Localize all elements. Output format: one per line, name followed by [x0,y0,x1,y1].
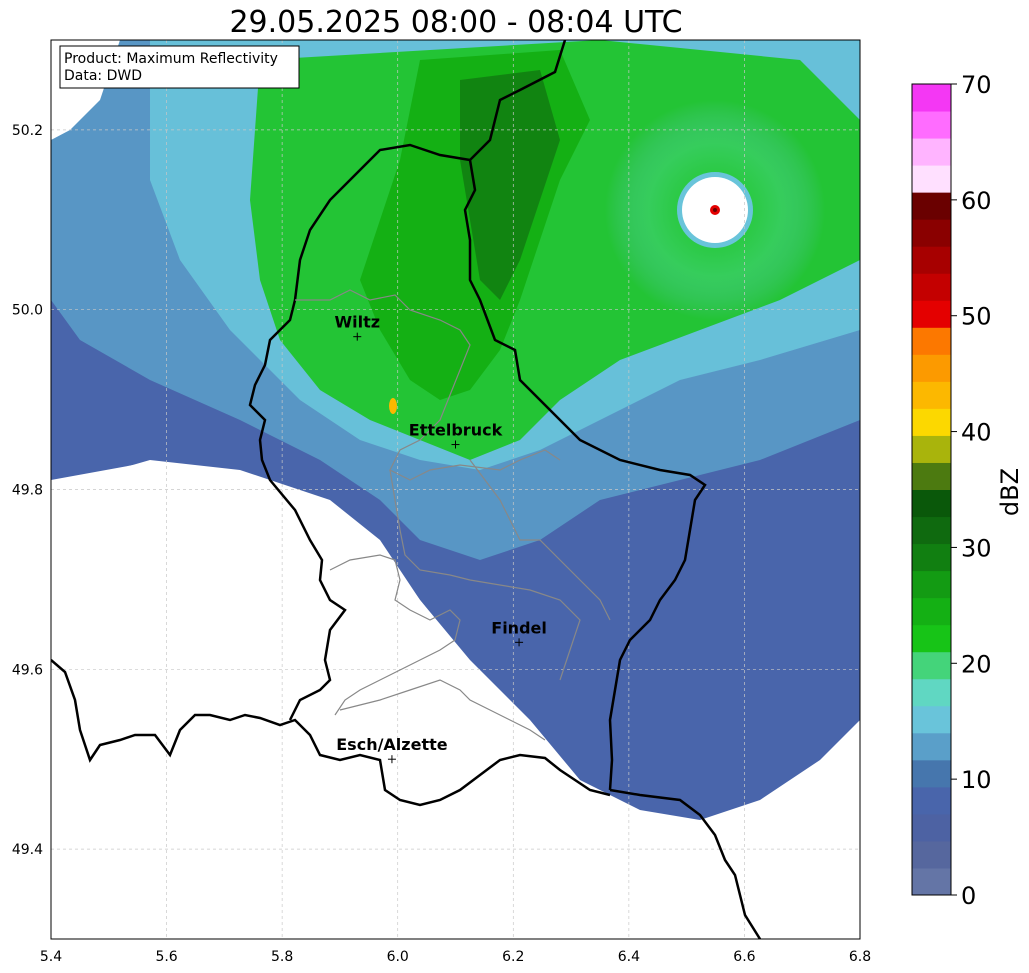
colorbar-swatch [912,840,951,869]
map-area: Wiltz Ettelbruck Findel Esch/Alzette [51,40,860,939]
colorbar-swatch [912,246,951,274]
city-label: Esch/Alzette [336,735,448,754]
colorbar-tick-label: 70 [961,71,992,99]
colorbar-swatch [912,759,951,788]
colorbar-frame [911,83,952,896]
city-label: Ettelbruck [409,421,503,440]
info-product: Product: Maximum Reflectivity [64,51,278,67]
colorbar-tick-label: 50 [961,303,992,331]
map-frame [50,39,861,940]
info-box: Product: Maximum Reflectivity Data: DWD [59,45,300,89]
y-tick-label: 49.4 [12,842,43,858]
colorbar-tick-label: 40 [961,419,992,447]
colorbar-swatch [912,462,951,490]
x-tick-label: 5.6 [155,949,177,965]
x-tick-label: 5.4 [40,949,62,965]
colorbar-tick-label: 0 [961,882,976,910]
x-axis: 5.4 5.6 5.8 6.0 6.2 6.4 6.6 6.8 [40,949,871,965]
admin-boundaries [295,289,611,741]
city-markers: Wiltz Ettelbruck Findel Esch/Alzette [334,313,547,764]
colorbar-swatch [912,705,951,734]
colorbar-swatch [912,678,951,707]
x-tick-label: 6.2 [502,949,524,965]
colorbar-swatch [912,597,951,626]
colorbar-swatch [912,651,951,680]
colorbar-swatch [912,786,951,815]
colorbar-tick-label: 30 [961,534,992,562]
colorbar-swatch [912,327,951,355]
city-label: Wiltz [334,313,380,332]
colorbar-swatch [912,354,951,382]
colorbar-label: dBZ [996,468,1024,516]
colorbar-swatch [912,813,951,842]
x-tick-label: 6.6 [733,949,755,965]
colorbar-tick-label: 20 [961,650,992,678]
colorbar-swatch [912,165,951,193]
colorbar-swatch [912,489,951,518]
colorbar-swatch [912,219,951,247]
colorbar-swatch [912,300,951,328]
colorbar-swatch [912,435,951,463]
colorbar-swatch [912,138,951,166]
colorbar-swatch [912,111,951,139]
reflectivity-field [51,40,860,939]
colorbar-tick-label: 60 [961,187,992,215]
colorbar-swatch [912,381,951,409]
city-marker: Findel [491,618,547,647]
colorbar-swatch [912,273,951,301]
colorbar: 0 10 20 30 40 50 60 70 [911,71,992,910]
city-marker: Esch/Alzette [336,735,448,764]
grid-lines [51,40,860,939]
y-tick-label: 49.8 [12,483,43,499]
country-borders [51,40,762,939]
colorbar-swatch [912,867,951,896]
colorbar-swatch [912,624,951,653]
y-axis: 50.2 50.0 49.8 49.6 49.4 [12,123,43,858]
x-tick-label: 6.0 [387,949,409,965]
chart-title: 29.05.2025 08:00 - 08:04 UTC [229,5,682,40]
info-data-source: Data: DWD [64,68,142,84]
colorbar-tick-label: 10 [961,766,992,794]
colorbar-swatch [912,732,951,761]
x-tick-label: 6.8 [849,949,871,965]
city-marker: Wiltz [334,313,380,341]
colorbar-swatch [912,543,951,572]
y-tick-label: 50.2 [12,123,43,139]
city-label: Findel [491,618,547,637]
colorbar-swatch [912,408,951,436]
colorbar-swatch [912,516,951,545]
colorbar-swatch [912,192,951,220]
y-tick-label: 50.0 [12,303,43,319]
colorbar-swatch [912,570,951,599]
x-tick-label: 6.4 [618,949,640,965]
x-tick-label: 5.8 [271,949,293,965]
colorbar-swatch [912,84,951,112]
city-marker: Ettelbruck [409,421,503,449]
y-tick-label: 49.6 [12,662,43,678]
